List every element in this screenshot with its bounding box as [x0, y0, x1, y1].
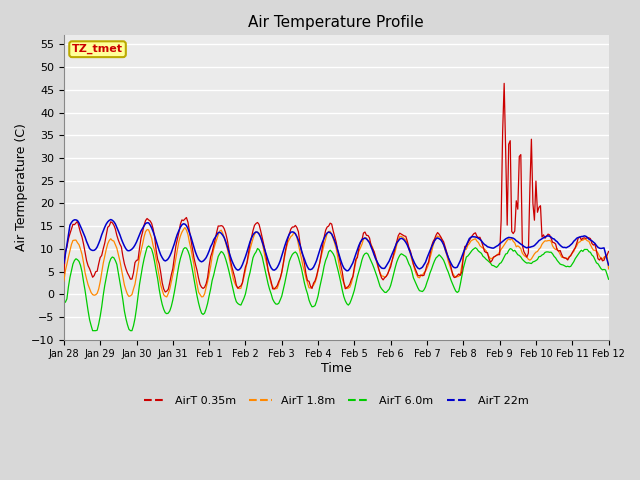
Title: Air Temperature Profile: Air Temperature Profile: [248, 15, 424, 30]
X-axis label: Time: Time: [321, 362, 351, 375]
Legend: AirT 0.35m, AirT 1.8m, AirT 6.0m, AirT 22m: AirT 0.35m, AirT 1.8m, AirT 6.0m, AirT 2…: [140, 391, 533, 410]
Text: TZ_tmet: TZ_tmet: [72, 44, 123, 54]
Y-axis label: Air Termperature (C): Air Termperature (C): [15, 124, 28, 252]
